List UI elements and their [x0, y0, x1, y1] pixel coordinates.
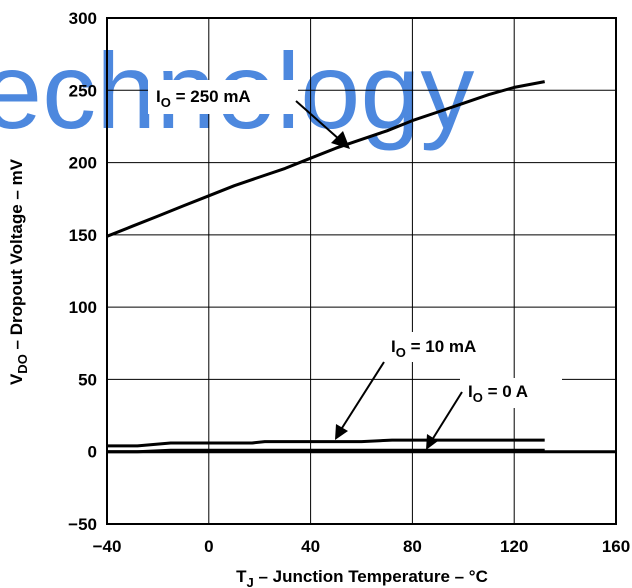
arrowhead-250ma — [331, 131, 350, 149]
y-tick-label: 150 — [69, 226, 97, 245]
y-tick-label: 0 — [88, 443, 97, 462]
leader-250ma — [295, 100, 341, 141]
arrowhead-0a — [426, 434, 438, 450]
annotation-250ma: IO = 250 mA — [156, 87, 251, 110]
x-tick-label: 80 — [403, 537, 422, 556]
annotation-leaders — [295, 100, 463, 450]
y-axis-label: VDO – Dropout Voltage – mV — [7, 158, 30, 385]
annotation-bg-250ma — [148, 80, 298, 114]
x-tick-label: 40 — [301, 537, 320, 556]
x-axis-label: TJ – Junction Temperature – °C — [236, 567, 488, 588]
series-group — [106, 80, 616, 454]
x-tick-label: 0 — [204, 537, 213, 556]
x-tick-label: 160 — [602, 537, 630, 556]
x-tick-label: 120 — [500, 537, 528, 556]
y-tick-label: 250 — [69, 81, 97, 100]
annotation-bg-0a — [460, 378, 562, 408]
y-tick-label: 300 — [69, 9, 97, 28]
series-line-0 — [106, 80, 545, 238]
y-tick-labels: 300 250 200 150 100 50 0 −50 — [68, 9, 97, 534]
y-tick-label: 100 — [69, 298, 97, 317]
leader-10ma — [341, 361, 385, 429]
plot-frame — [106, 17, 617, 525]
y-tick-label: −50 — [68, 515, 97, 534]
annotation-bg-10ma — [384, 332, 504, 362]
series-line-1 — [107, 438, 545, 448]
annotation-0a: IO = 0 A — [468, 382, 528, 405]
annotation-10ma: IO = 10 mA — [391, 337, 476, 360]
x-tick-labels: −40 0 40 80 120 160 — [93, 537, 631, 556]
x-tick-label: −40 — [93, 537, 122, 556]
arrowhead-10ma — [335, 424, 348, 440]
y-tick-label: 200 — [69, 154, 97, 173]
leader-0a — [431, 391, 463, 441]
y-tick-label: 50 — [78, 370, 97, 389]
